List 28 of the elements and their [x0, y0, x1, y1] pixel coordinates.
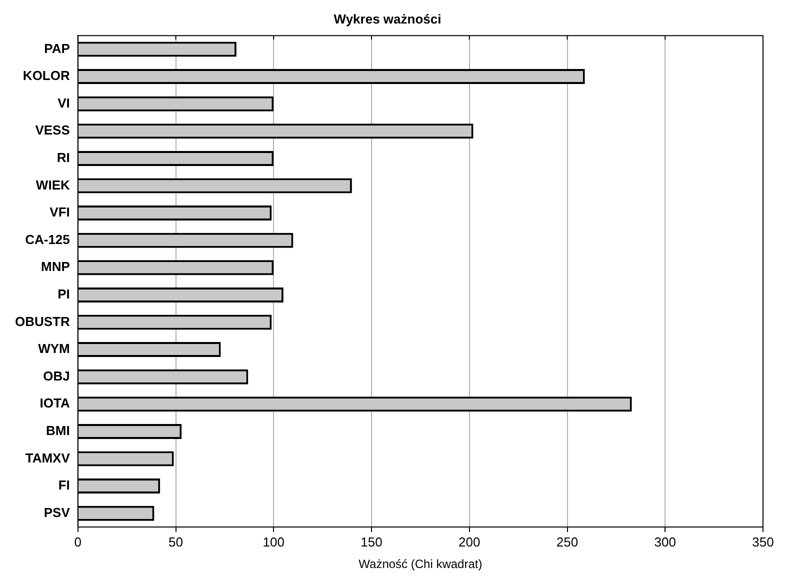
- y-tick-label: VFI: [50, 204, 70, 220]
- y-tick-label: FI: [58, 478, 70, 493]
- y-tick-label: WIEK: [36, 177, 70, 192]
- x-tick-label: 250: [556, 534, 578, 550]
- x-tick-label: 350: [752, 534, 774, 550]
- x-tick-label: 0: [74, 534, 82, 550]
- x-axis-title: Ważność (Chi kwadrat): [358, 557, 482, 572]
- y-tick-label: KOLOR: [22, 68, 70, 84]
- x-tick-label: 100: [262, 534, 284, 550]
- x-tick-label: 300: [654, 534, 676, 550]
- y-tick-label: PI: [58, 286, 70, 302]
- y-tick-label: CA-125: [25, 232, 70, 247]
- y-tick-label: VI: [58, 95, 70, 110]
- x-tick-label: 150: [360, 534, 382, 550]
- y-tick-label: PAP: [44, 40, 70, 56]
- y-tick-label: VESS: [35, 122, 70, 138]
- y-tick-label: OBUSTR: [15, 314, 70, 329]
- y-tick-label: BMI: [46, 423, 70, 438]
- x-tick-label: 50: [168, 534, 183, 550]
- y-tick-label: OBJ: [43, 368, 70, 384]
- y-tick-label: TAMXV: [25, 450, 70, 466]
- y-tick-label: WYM: [38, 341, 70, 356]
- x-tick-label: 200: [458, 534, 480, 550]
- y-tick-label: IOTA: [40, 396, 70, 411]
- y-tick-label: RI: [56, 150, 70, 166]
- y-tick-label: PSV: [44, 504, 70, 520]
- chart-title: Wykres ważności: [334, 11, 442, 26]
- y-tick-label: MNP: [41, 259, 70, 274]
